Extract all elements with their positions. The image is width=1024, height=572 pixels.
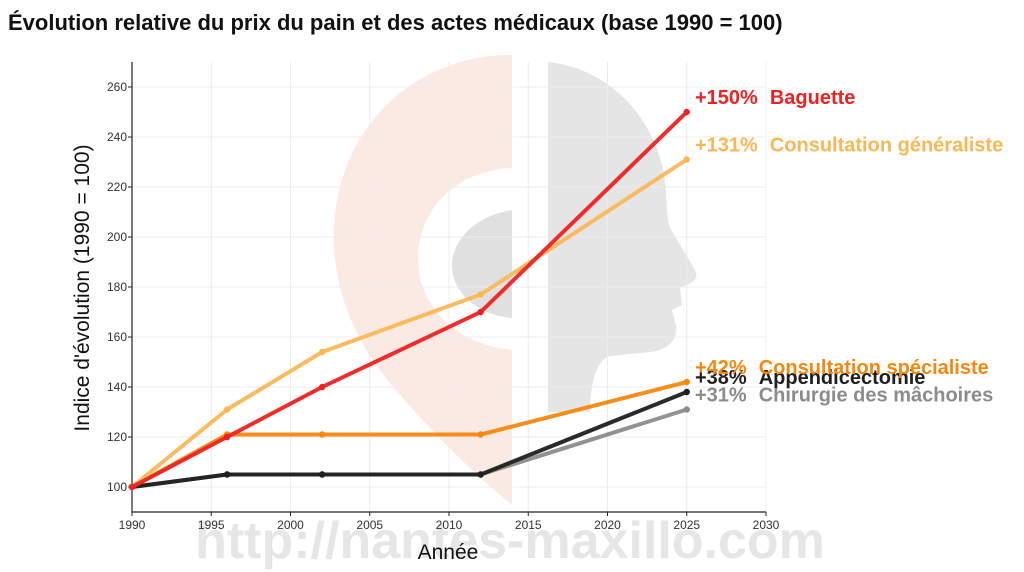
chart-title: Évolution relative du prix du pain et de… — [8, 10, 783, 35]
data-point-chirurgie-des-machoires — [683, 406, 690, 413]
y-tick-label: 240 — [107, 130, 127, 144]
watermark-layer: http://nantes-maxillo.com — [195, 512, 825, 570]
series-annotation-baguette: +150% Baguette — [695, 87, 855, 109]
x-tick-label: 2015 — [515, 518, 542, 532]
data-point-consultation-specialiste — [683, 378, 690, 386]
data-point-consultation-specialiste — [319, 431, 326, 438]
y-axis-title: Indice d'évolution (1990 = 100) — [71, 144, 94, 431]
data-point-consultation-generaliste — [683, 156, 690, 163]
y-tick-label: 200 — [107, 230, 127, 244]
x-tick-label: 2010 — [436, 518, 463, 532]
series-annotation-appendicectomie: +38% Appendicectomie — [695, 367, 925, 389]
x-tick-label: 1990 — [119, 518, 146, 532]
data-point-baguette — [128, 483, 136, 491]
x-axis-title: Année — [418, 541, 479, 564]
data-point-baguette — [319, 383, 326, 391]
data-point-consultation-generaliste — [319, 348, 326, 356]
series-annotation-consultation-specialiste: +42% Consultation spécialiste — [695, 357, 989, 379]
data-point-consultation-specialiste — [477, 431, 484, 438]
data-point-consultation-generaliste — [223, 406, 231, 413]
data-point-baguette — [223, 433, 231, 441]
y-tick-label: 180 — [107, 280, 127, 294]
x-tick-label: 2030 — [753, 518, 780, 532]
x-tick-label: 2020 — [594, 518, 621, 532]
axes: 100 120 140 160 180 200 220 240 260 1990 1995 2000 2… — [107, 62, 780, 532]
y-tick-label: 220 — [107, 180, 127, 194]
data-point-appendicectomie — [683, 388, 690, 396]
x-tick-label: 1995 — [198, 518, 225, 532]
data-point-baguette — [477, 308, 484, 316]
y-tick-label: 120 — [107, 430, 127, 444]
data-point-baguette — [683, 108, 690, 116]
series-annotations: +31% Chirurgie des mâchoires+38% Appendice… — [695, 87, 1003, 407]
y-tick-label: 160 — [107, 330, 127, 344]
watermark-text: http://nantes-maxillo.com — [195, 512, 825, 570]
y-tick-label: 140 — [107, 380, 127, 394]
series-annotation-consultation-generaliste: +131% Consultation généraliste — [695, 135, 1003, 157]
x-tick-label: 2025 — [673, 518, 700, 532]
series-annotation-chirurgie-des-machoires: +31% Chirurgie des mâchoires — [695, 385, 993, 407]
x-tick-label: 2005 — [356, 518, 383, 532]
logo-left-half-shape — [333, 55, 512, 505]
data-point-appendicectomie — [223, 471, 231, 478]
data-point-appendicectomie — [477, 471, 484, 478]
y-tick-label: 260 — [107, 80, 127, 94]
data-point-consultation-generaliste — [477, 291, 484, 298]
x-tick-label: 2000 — [277, 518, 304, 532]
y-tick-label: 100 — [107, 480, 127, 494]
series-lines — [128, 108, 690, 491]
data-point-appendicectomie — [319, 471, 326, 478]
